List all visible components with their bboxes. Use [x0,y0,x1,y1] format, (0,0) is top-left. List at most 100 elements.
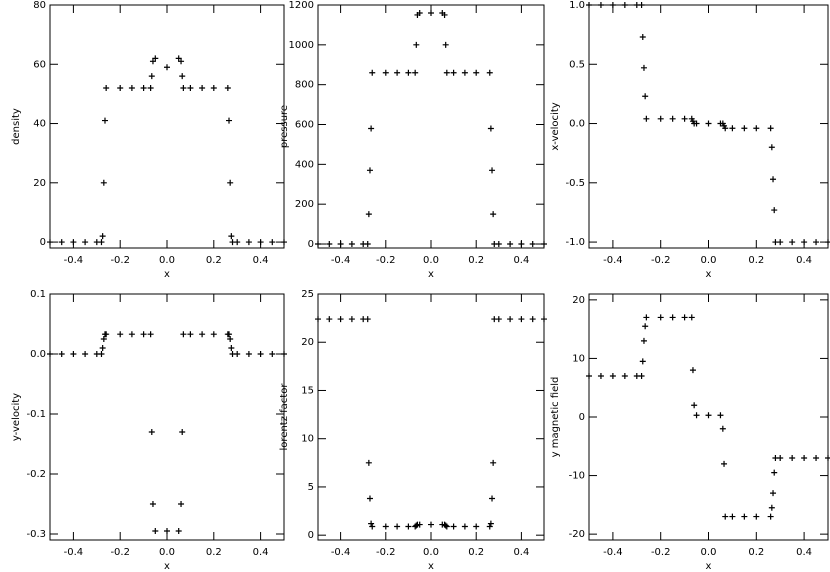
data-point [180,331,187,338]
data-point [770,176,777,183]
data-point [100,336,107,342]
x-tick-label: -0.4 [64,547,84,558]
data-point [178,58,185,65]
data-point [638,373,645,379]
x-tick-label: 0.2 [748,547,764,558]
data-point [777,455,784,461]
data-point [227,179,234,186]
data-point [226,331,233,338]
data-point [609,2,616,8]
y-tick-label: 5 [308,482,314,493]
data-point [461,523,468,530]
data-point [152,528,159,534]
data-point [164,64,170,71]
x-tick-label: -0.2 [110,547,130,558]
x-tick-label: 0.0 [423,255,439,266]
data-point [729,513,736,520]
data-point [657,115,664,122]
x-tick-label: 0.4 [253,255,269,266]
data-point [369,523,376,530]
data-point [394,523,401,530]
y-tick-label: 20 [33,178,46,189]
x-tick-label: 0.4 [796,547,812,558]
data-point [490,459,497,466]
data-point [717,412,724,419]
data-point [103,331,110,338]
data-point [128,331,135,338]
data-point [226,117,233,124]
data-point [337,316,344,323]
data-point [529,316,536,323]
data-point [227,336,234,342]
data-point [461,69,468,76]
x-axis-label: x [164,269,170,280]
y-axis-label: y-velocity [11,393,22,441]
data-point [178,501,185,507]
data-point [688,314,695,321]
data-point [768,144,775,151]
data-point [450,523,457,530]
data-point [326,316,333,323]
data-point [705,412,712,419]
y-tick-label: 1200 [289,0,314,11]
data-point [518,241,525,248]
y-tick-label: 10 [572,353,585,364]
data-point [681,314,688,321]
data-point [681,115,688,122]
x-tick-label: 0.0 [701,547,717,558]
data-point [441,11,448,18]
data-point [428,9,434,16]
data-point [719,425,726,432]
data-point [693,412,700,419]
y-tick-label: -0.3 [26,529,46,540]
y-tick-label: -0.5 [565,178,585,189]
data-point [813,239,820,246]
y-tick-label: 0.1 [30,289,46,300]
y-tick-label: -0.1 [26,409,46,420]
data-point [234,351,241,357]
y-tick-label: 1.0 [569,0,585,11]
data-point [416,9,423,16]
data-point [443,523,450,530]
data-point [473,523,480,530]
x-tick-label: -0.4 [64,255,84,266]
y-tick-label: 1000 [289,40,314,51]
data-point [164,528,170,534]
y-tick-label: 10 [301,434,314,445]
x-tick-label: 0.2 [206,255,222,266]
data-point [269,239,276,246]
data-point [489,495,496,502]
data-point [210,331,217,338]
x-tick-label: 0.4 [513,547,529,558]
x-tick-label: -0.2 [376,255,396,266]
x-tick-label: 0.4 [513,255,529,266]
y-tick-label: 15 [301,385,314,396]
data-point [529,241,536,248]
y-tick-label: -10 [569,471,585,482]
data-point [366,495,373,502]
data-point [175,528,182,534]
data-point [428,521,434,528]
data-point [99,233,106,240]
data-point [58,351,65,357]
data-point [366,167,373,174]
y-tick-label: 200 [295,199,314,210]
data-point [621,2,628,8]
data-point [638,2,645,8]
data-point [541,241,547,248]
data-point [117,331,124,338]
data-point [281,239,287,246]
data-point [405,69,412,76]
y-axis-label: lorentz factor [279,383,290,451]
data-point [179,429,186,435]
y-axis-label: x-velocity [550,102,561,150]
data-point [187,84,194,91]
data-point [281,351,287,357]
data-point [179,73,186,80]
plot-frame [317,293,545,541]
data-point [789,455,796,461]
panel: -0.4 -0.2 0.0 0.2 0.4 0 20 40 60 80 x density [11,0,287,280]
data-point [689,367,696,374]
x-tick-label: 0.2 [468,547,484,558]
data-point [642,93,649,100]
